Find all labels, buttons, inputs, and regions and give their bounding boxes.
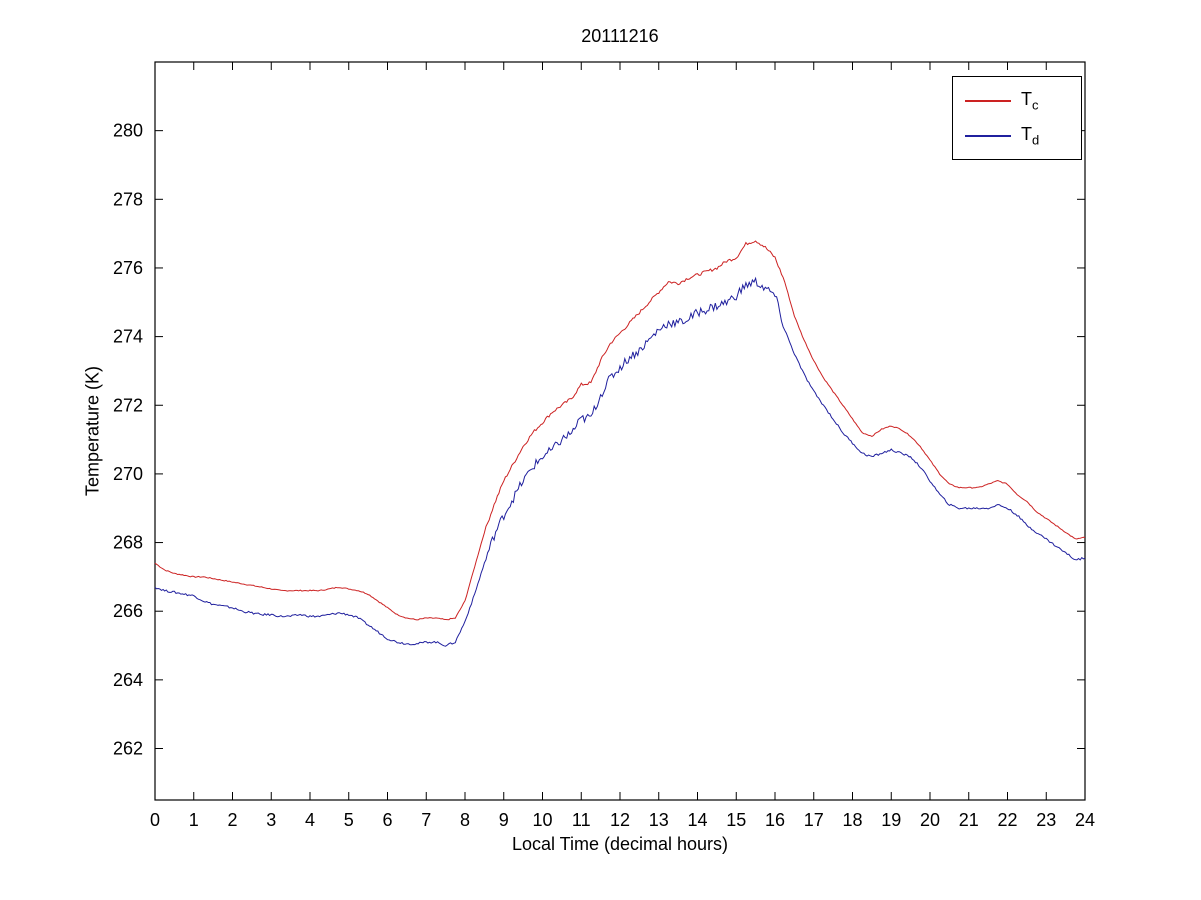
svg-text:3: 3	[266, 810, 276, 830]
svg-text:276: 276	[113, 258, 143, 278]
svg-text:272: 272	[113, 395, 143, 415]
svg-text:10: 10	[532, 810, 552, 830]
svg-text:0: 0	[150, 810, 160, 830]
svg-text:4: 4	[305, 810, 315, 830]
chart-title: 20111216	[581, 26, 659, 46]
legend-item-tc: Tc	[953, 88, 1081, 113]
svg-text:22: 22	[997, 810, 1017, 830]
svg-text:14: 14	[687, 810, 707, 830]
svg-text:13: 13	[649, 810, 669, 830]
svg-text:16: 16	[765, 810, 785, 830]
svg-text:15: 15	[726, 810, 746, 830]
svg-text:23: 23	[1036, 810, 1056, 830]
td-line-sample	[965, 134, 1011, 137]
svg-text:264: 264	[113, 670, 143, 690]
svg-text:21: 21	[959, 810, 979, 830]
svg-text:9: 9	[499, 810, 509, 830]
svg-text:268: 268	[113, 533, 143, 553]
svg-text:18: 18	[842, 810, 862, 830]
tc-label: Tc	[1021, 88, 1039, 113]
svg-text:278: 278	[113, 189, 143, 209]
svg-text:12: 12	[610, 810, 630, 830]
svg-text:7: 7	[421, 810, 431, 830]
td-label: Td	[1021, 123, 1040, 148]
svg-text:20: 20	[920, 810, 940, 830]
tc-line-sample	[965, 99, 1011, 102]
svg-text:5: 5	[344, 810, 354, 830]
svg-text:1: 1	[189, 810, 199, 830]
svg-text:19: 19	[881, 810, 901, 830]
svg-text:274: 274	[113, 327, 143, 347]
svg-text:6: 6	[382, 810, 392, 830]
x-axis-label: Local Time (decimal hours)	[511, 834, 729, 854]
svg-text:270: 270	[113, 464, 143, 484]
svg-text:2: 2	[227, 810, 237, 830]
svg-text:24: 24	[1075, 810, 1095, 830]
legend: Tc Td	[952, 76, 1082, 160]
svg-text:266: 266	[113, 601, 143, 621]
legend-item-td: Td	[953, 123, 1081, 148]
svg-text:17: 17	[804, 810, 824, 830]
svg-text:8: 8	[460, 810, 470, 830]
svg-text:11: 11	[572, 810, 591, 830]
svg-text:262: 262	[113, 739, 143, 759]
svg-text:280: 280	[113, 121, 143, 141]
